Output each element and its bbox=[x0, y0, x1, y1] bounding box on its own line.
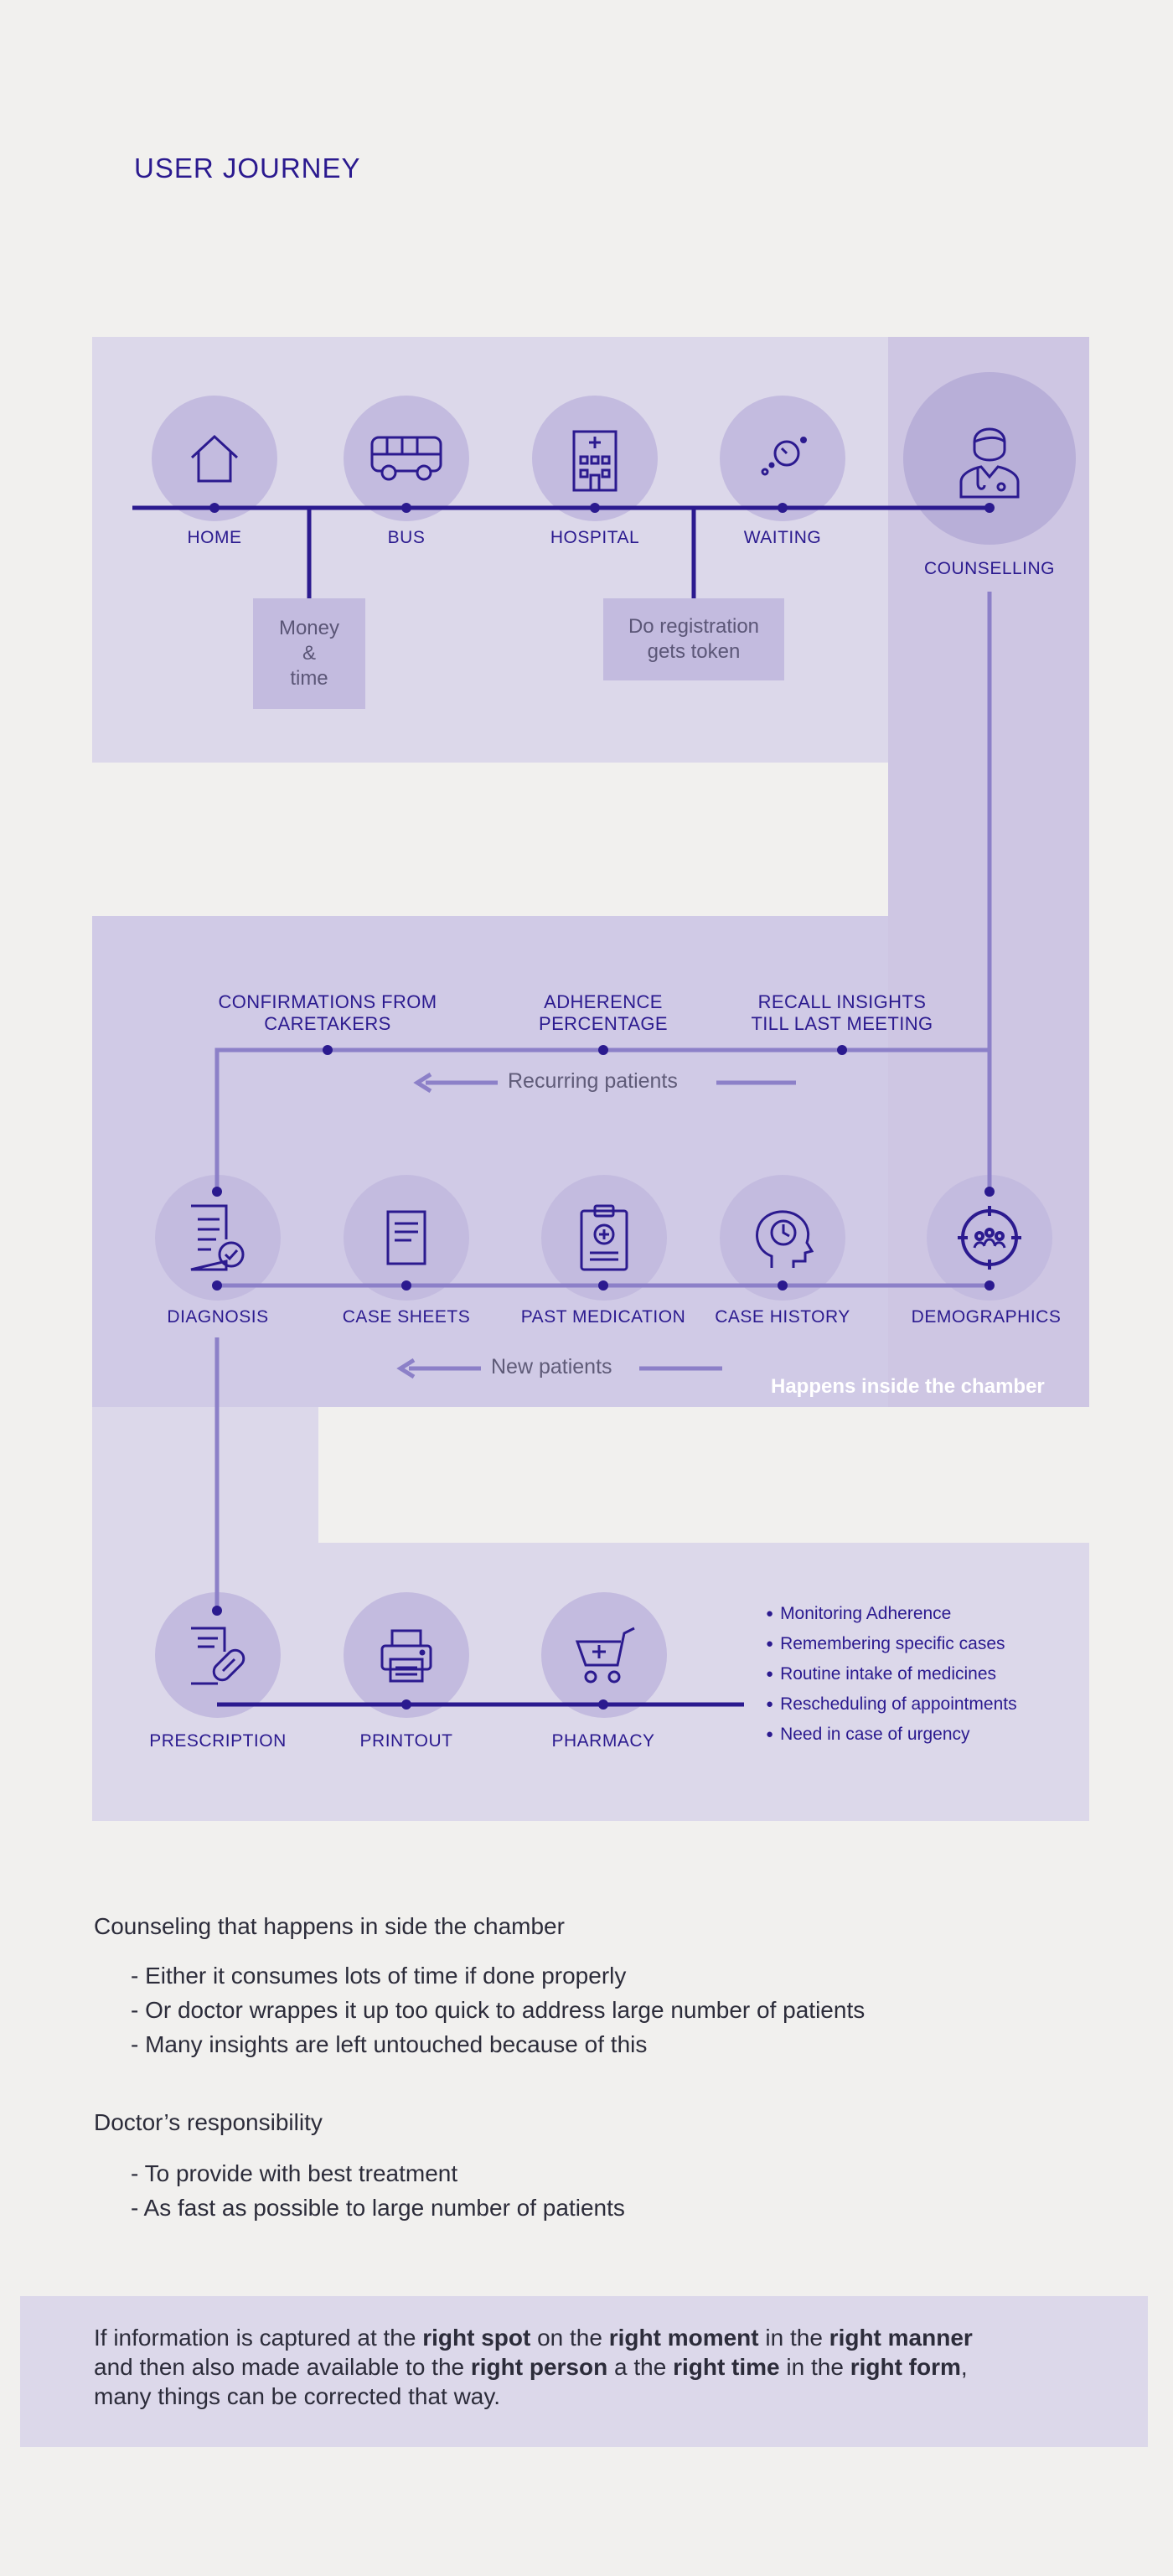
caretakers-confirmation-tag: CONFIRMATIONS FROM CARETAKERS bbox=[218, 991, 437, 1034]
counselling-step[interactable] bbox=[903, 372, 1076, 545]
counselling-label: COUNSELLING bbox=[923, 559, 1056, 578]
demographics-label: DEMOGRAPHICS bbox=[911, 1307, 1062, 1327]
conclusion-line-3: many things can be corrected that way. bbox=[94, 2383, 501, 2409]
counseling-point: - Many insights are left untouched becau… bbox=[131, 2031, 648, 2057]
pharmacy-label: PHARMACY bbox=[551, 1731, 655, 1751]
past-medication-step[interactable] bbox=[541, 1175, 667, 1301]
conclusion-line-2: and then also made available to the righ… bbox=[94, 2354, 968, 2380]
bullet-item: Routine intake of medicines bbox=[766, 1659, 1017, 1689]
conclusion-box bbox=[20, 2296, 1148, 2447]
printer-icon bbox=[380, 1629, 432, 1683]
hospital-label: HOSPITAL bbox=[550, 528, 640, 547]
money-time-note: Money & time bbox=[253, 598, 365, 709]
prescription-pill-icon bbox=[191, 1627, 245, 1685]
head-clock-icon bbox=[756, 1210, 814, 1268]
post-visit-needs-list: Monitoring Adherence Remembering specifi… bbox=[766, 1599, 1017, 1750]
printout-label: PRINTOUT bbox=[359, 1731, 453, 1751]
chamber-note: Happens inside the chamber bbox=[771, 1375, 1045, 1398]
diagnosis-clipboard-icon bbox=[190, 1204, 245, 1271]
new-arrowhead bbox=[396, 1358, 416, 1379]
demographics-target-icon bbox=[958, 1206, 1021, 1270]
recall-insights-tag: RECALL INSIGHTS TILL LAST MEETING bbox=[751, 991, 933, 1034]
bullet-item: Monitoring Adherence bbox=[766, 1599, 1017, 1629]
recurring-patients-label: Recurring patients bbox=[508, 1069, 678, 1093]
case-sheets-step[interactable] bbox=[344, 1175, 469, 1301]
bullet-item: Need in case of urgency bbox=[766, 1720, 1017, 1750]
home-step[interactable] bbox=[152, 396, 277, 521]
registration-note: Do registration gets token bbox=[603, 598, 784, 680]
pharmacy-cart-icon bbox=[575, 1627, 635, 1684]
adherence-percentage-tag: ADHERENCE PERCENTAGE bbox=[539, 991, 668, 1034]
waiting-timer-icon bbox=[761, 437, 807, 476]
bus-icon bbox=[370, 436, 442, 481]
conclusion-line-1: If information is captured at the right … bbox=[94, 2325, 973, 2351]
medical-clipboard-icon bbox=[580, 1204, 628, 1271]
bus-step[interactable] bbox=[344, 396, 469, 521]
hospital-building-icon bbox=[572, 430, 618, 492]
page-title: USER JOURNEY bbox=[134, 153, 361, 184]
doctor-icon bbox=[959, 427, 1020, 499]
counseling-point: - Or doctor wrappes it up too quick to a… bbox=[131, 1997, 866, 2023]
waiting-step[interactable] bbox=[720, 396, 845, 521]
new-patients-label: New patients bbox=[491, 1355, 612, 1379]
conclusion-text: If information is captured at the right … bbox=[94, 2323, 973, 2411]
bullet-item: Remembering specific cases bbox=[766, 1629, 1017, 1659]
pharmacy-step[interactable] bbox=[541, 1592, 667, 1718]
counseling-point: - Either it consumes lots of time if don… bbox=[131, 1963, 627, 1989]
diagnosis-label: DIAGNOSIS bbox=[167, 1307, 269, 1327]
home-label: HOME bbox=[187, 528, 242, 547]
demographics-step[interactable] bbox=[927, 1175, 1052, 1301]
document-icon bbox=[386, 1210, 426, 1265]
counseling-heading: Counseling that happens in side the cham… bbox=[94, 1913, 565, 1939]
bullet-item: Rescheduling of appointments bbox=[766, 1689, 1017, 1720]
prescription-label: PRESCRIPTION bbox=[149, 1731, 287, 1751]
responsibility-point: - As fast as possible to large number of… bbox=[131, 2195, 625, 2221]
case-sheets-label: CASE SHEETS bbox=[342, 1307, 471, 1327]
past-medication-label: PAST MEDICATION bbox=[520, 1307, 686, 1327]
house-icon bbox=[190, 434, 239, 483]
recurring-path bbox=[214, 1047, 990, 1192]
recurring-arrowhead bbox=[413, 1072, 432, 1094]
case-history-label: CASE HISTORY bbox=[715, 1307, 850, 1327]
waiting-label: WAITING bbox=[743, 528, 822, 547]
chamber-panel bbox=[92, 916, 888, 1407]
bus-label: BUS bbox=[387, 528, 426, 547]
connector-panel bbox=[92, 1407, 318, 1543]
responsibility-heading: Doctor’s responsibility bbox=[94, 2109, 323, 2135]
hospital-step[interactable] bbox=[532, 396, 658, 521]
printout-step[interactable] bbox=[344, 1592, 469, 1718]
responsibility-point: - To provide with best treatment bbox=[131, 2160, 458, 2186]
case-history-step[interactable] bbox=[720, 1175, 845, 1301]
